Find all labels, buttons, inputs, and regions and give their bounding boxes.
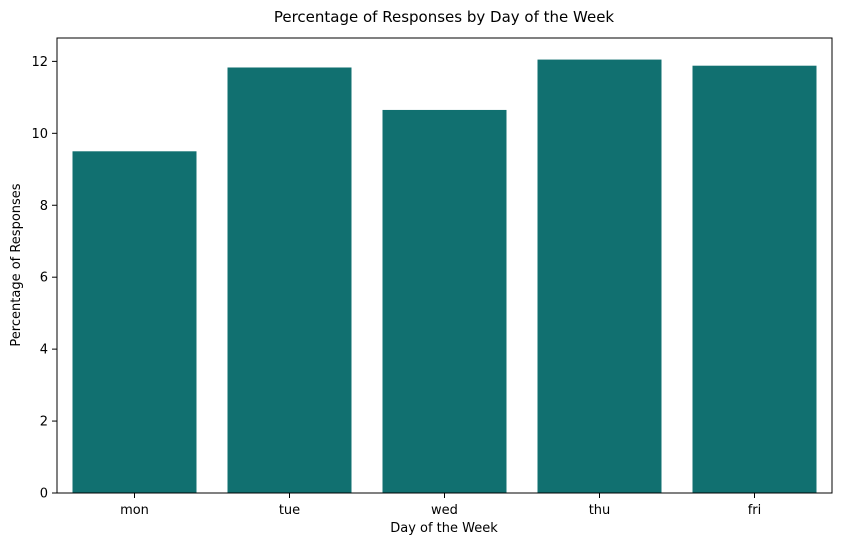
y-tick-label-10: 10 (31, 127, 48, 142)
x-tick-label-wed: wed (431, 503, 458, 518)
x-tick-label-mon: mon (120, 503, 149, 518)
y-axis-ticks: 0 2 4 6 8 10 12 (31, 55, 57, 502)
x-axis-label: Day of the Week (390, 521, 498, 536)
bar-fri (692, 65, 817, 493)
bar-wed (382, 109, 507, 493)
y-tick-label-6: 6 (40, 271, 48, 286)
bar-thu (537, 59, 662, 493)
bar-mon (72, 151, 197, 494)
x-axis-ticks: mon tue wed thu fri (120, 493, 761, 518)
x-tick-label-thu: thu (589, 503, 611, 518)
y-tick-label-12: 12 (31, 55, 48, 70)
bar-tue (227, 67, 352, 494)
y-tick-label-8: 8 (40, 199, 48, 214)
y-tick-label-0: 0 (40, 487, 48, 502)
bar-series (72, 59, 817, 494)
chart-title: Percentage of Responses by Day of the We… (274, 8, 615, 26)
y-axis-label: Percentage of Responses (9, 183, 24, 346)
x-tick-label-tue: tue (279, 503, 300, 518)
x-tick-label-fri: fri (748, 503, 762, 518)
y-tick-label-2: 2 (40, 415, 48, 430)
plot-frame (56, 37, 833, 494)
y-tick-label-4: 4 (40, 343, 48, 358)
